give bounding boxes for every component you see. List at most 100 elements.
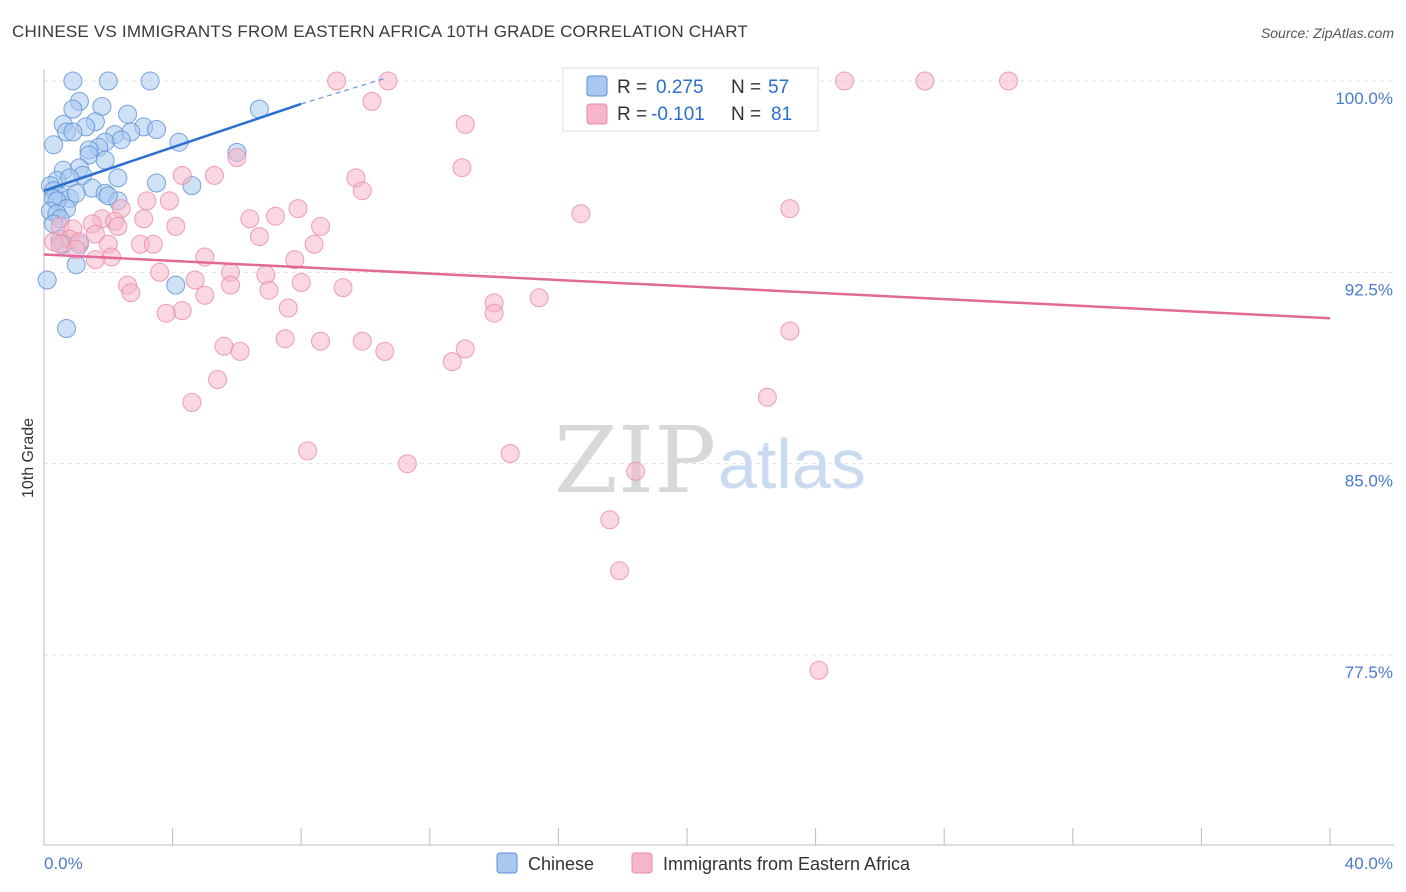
legend-n-label-2: N =: [731, 104, 761, 125]
chinese-point-34: [147, 173, 166, 193]
source-label: Source: ZipAtlas.com: [1260, 25, 1394, 41]
eastern-africa-point-13: [137, 191, 157, 211]
gridlines: [44, 80, 1394, 656]
eastern-africa-point-73: [182, 392, 202, 412]
eastern-africa-point-47: [256, 265, 276, 285]
watermark-atlas: atlas: [718, 425, 866, 503]
eastern-africa-point-54: [121, 283, 141, 303]
eastern-africa-point-80: [809, 660, 829, 680]
legend-r-value-1: 0.275: [656, 77, 704, 98]
chinese-point-55: [98, 186, 118, 206]
eastern-africa-point-5: [362, 91, 382, 111]
y-tick-label-3: 77.5%: [1345, 663, 1393, 682]
eastern-africa-point-49: [291, 273, 311, 292]
chinese-point-25: [95, 150, 115, 170]
eastern-africa-point-72: [757, 387, 777, 407]
eastern-africa-point-55: [195, 285, 215, 305]
eastern-africa-point-17: [780, 199, 800, 219]
eastern-africa-point-66: [214, 336, 234, 356]
eastern-africa-point-30: [85, 224, 105, 244]
y-axis-label: 10th Grade: [20, 418, 37, 498]
legend-r-label-1: R =: [617, 77, 647, 98]
chinese-point-2: [140, 71, 160, 91]
eastern-africa-point-4: [999, 71, 1018, 91]
bottom-legend-eastern-africa: Immigrants from Eastern Africa: [663, 854, 911, 874]
legend-n-value-1: 57: [768, 77, 789, 98]
watermark-zip: ZIP: [554, 407, 716, 514]
eastern-africa-point-14: [159, 191, 179, 211]
eastern-africa-point-51: [221, 275, 240, 295]
eastern-africa-point-69: [455, 339, 475, 359]
eastern-africa-point-21: [134, 209, 154, 229]
chinese-point-5: [63, 99, 83, 119]
eastern-africa-point-63: [275, 329, 295, 349]
eastern-africa-point-59: [172, 301, 192, 321]
eastern-africa-point-70: [442, 352, 462, 372]
eastern-africa-point-2: [835, 71, 854, 91]
eastern-africa-point-10: [204, 165, 224, 185]
eastern-africa-point-44: [285, 250, 305, 270]
chinese-point-29: [108, 168, 128, 188]
eastern-africa-point-45: [150, 262, 170, 282]
eastern-africa-point-3: [915, 71, 935, 91]
chinese-point-17: [111, 130, 131, 150]
watermark: ZIP atlas: [554, 407, 866, 514]
chinese-point-51: [37, 270, 57, 290]
trend-line-chinese: [43, 102, 302, 192]
eastern-africa-point-53: [333, 278, 353, 298]
y-tick-label-2: 85.0%: [1345, 472, 1393, 491]
legend-swatch-chinese: [586, 75, 608, 97]
y-tick-label-0: 100.0%: [1335, 89, 1393, 108]
eastern-africa-point-77: [626, 461, 646, 481]
axes: [43, 70, 1394, 846]
chinese-point-14: [63, 122, 83, 142]
eastern-africa-point-62: [780, 321, 800, 341]
chinese-point-53: [166, 275, 186, 295]
eastern-africa-point-68: [375, 341, 395, 361]
eastern-africa-point-40: [66, 239, 86, 259]
trend-line-eastern-africa: [43, 253, 1331, 320]
eastern-africa-point-8: [452, 158, 472, 178]
eastern-africa-point-18: [571, 204, 591, 224]
eastern-africa-point-6: [455, 114, 475, 134]
chinese-point-18: [44, 135, 64, 155]
top-legend: R = 0.275 N = 57 R = -0.101 N = 81: [562, 67, 819, 132]
legend-swatch-eastern-africa: [586, 103, 608, 125]
chart-title: CHINESE VS IMMIGRANTS FROM EASTERN AFRIC…: [12, 22, 748, 41]
eastern-africa-point-71: [208, 370, 228, 389]
eastern-africa-point-35: [50, 234, 70, 254]
eastern-africa-point-29: [311, 216, 330, 236]
eastern-africa-point-39: [304, 234, 324, 254]
eastern-africa-point-78: [600, 510, 620, 530]
chinese-point-54: [57, 319, 76, 338]
eastern-africa-point-65: [352, 331, 372, 351]
eastern-africa-point-19: [266, 206, 285, 226]
chinese-point-6: [118, 104, 138, 124]
eastern-africa-point-7: [227, 148, 247, 167]
eastern-africa-point-43: [85, 250, 105, 270]
eastern-africa-point-64: [311, 331, 330, 351]
eastern-africa-point-32: [249, 227, 269, 247]
eastern-africa-point-79: [610, 561, 629, 581]
y-tick-label-1: 92.5%: [1345, 280, 1393, 299]
legend-n-label-1: N =: [731, 77, 761, 98]
eastern-africa-point-58: [278, 298, 298, 318]
eastern-africa-point-74: [298, 441, 318, 461]
eastern-africa-point-28: [166, 216, 186, 236]
eastern-africa-point-9: [172, 165, 192, 185]
trend-lines: [43, 77, 1331, 320]
x-tick-label-0: 0.0%: [44, 854, 83, 873]
legend-r-value-2: -0.101: [651, 104, 705, 125]
eastern-africa-point-27: [108, 216, 128, 236]
eastern-africa-point-60: [156, 303, 176, 323]
eastern-africa-point-61: [484, 303, 504, 323]
series-chinese-points: [37, 71, 269, 338]
eastern-africa-point-56: [529, 288, 549, 308]
bottom-legend: Chinese Immigrants from Eastern Africa: [496, 852, 911, 874]
eastern-africa-point-75: [500, 444, 520, 463]
chinese-point-1: [98, 71, 118, 91]
trend-line-chinese-extension: [301, 77, 385, 105]
eastern-africa-point-52: [259, 280, 279, 300]
series-eastern-africa-points: [44, 71, 1018, 680]
